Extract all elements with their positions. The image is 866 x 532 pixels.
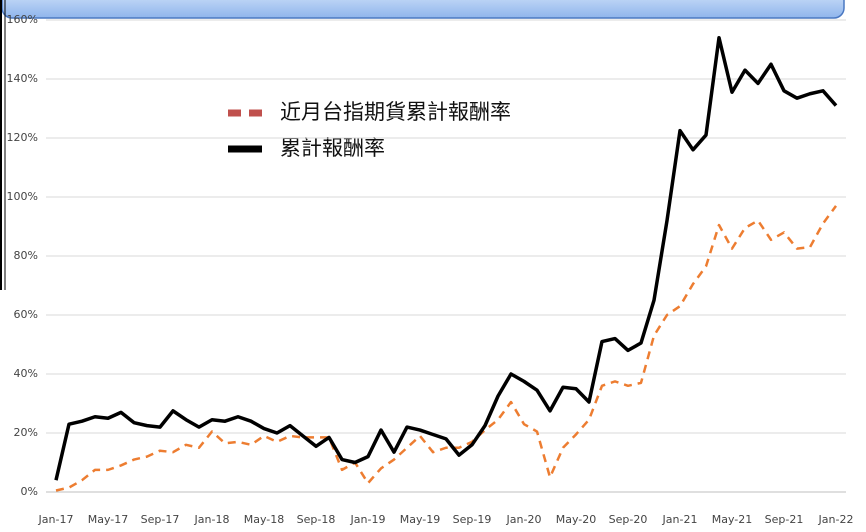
x-tick-label: Sep-18 bbox=[297, 513, 336, 526]
x-tick-label: Sep-21 bbox=[765, 513, 804, 526]
x-tick-label: Jan-21 bbox=[662, 513, 698, 526]
x-tick-label: May-17 bbox=[88, 513, 129, 526]
x-tick-label: May-18 bbox=[244, 513, 285, 526]
x-tick-label: Jan-20 bbox=[506, 513, 542, 526]
legend-label: 近月台指期貨累計報酬率 bbox=[280, 100, 511, 124]
y-tick-label: 40% bbox=[14, 367, 38, 380]
y-tick-label: 80% bbox=[14, 249, 38, 262]
y-tick-label: 160% bbox=[7, 13, 38, 26]
series-line bbox=[55, 205, 838, 492]
y-tick-label: 140% bbox=[7, 72, 38, 85]
x-tick-label: Jan-22 bbox=[818, 513, 854, 526]
x-tick-label: Sep-20 bbox=[609, 513, 648, 526]
y-tick-label: 120% bbox=[7, 131, 38, 144]
y-tick-label: 60% bbox=[14, 308, 38, 321]
y-tick-label: 20% bbox=[14, 426, 38, 439]
y-tick-label: 100% bbox=[7, 190, 38, 203]
x-tick-label: May-20 bbox=[556, 513, 597, 526]
series-line bbox=[54, 35, 838, 481]
x-tick-label: Jan-18 bbox=[194, 513, 230, 526]
x-tick-label: May-19 bbox=[400, 513, 441, 526]
legend-label: 累計報酬率 bbox=[280, 136, 385, 160]
x-tick-label: Jan-17 bbox=[38, 513, 74, 526]
x-tick-label: Sep-17 bbox=[141, 513, 180, 526]
x-tick-label: Jan-19 bbox=[350, 513, 386, 526]
x-tick-label: May-21 bbox=[712, 513, 753, 526]
x-tick-label: Sep-19 bbox=[453, 513, 492, 526]
header-bar bbox=[1, 0, 845, 19]
y-tick-label: 0% bbox=[21, 485, 38, 498]
